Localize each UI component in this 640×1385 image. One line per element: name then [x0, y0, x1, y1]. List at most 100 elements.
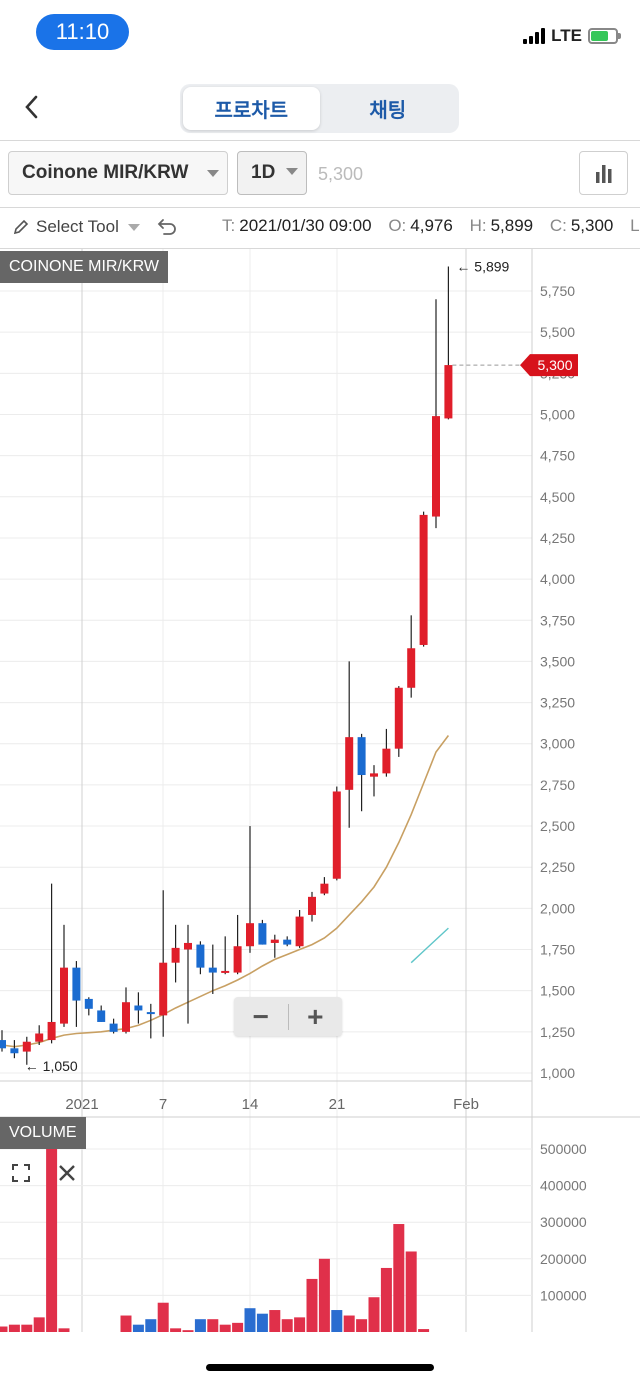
- candle-body: [246, 923, 254, 947]
- caret-down-icon: [127, 223, 140, 231]
- volume-bar: [256, 1313, 268, 1332]
- volume-tick-label: 500000: [540, 1141, 587, 1157]
- divider: [0, 248, 640, 249]
- candle-body: [134, 1005, 143, 1011]
- y-tick-label: 1,750: [540, 942, 575, 958]
- home-indicator: [206, 1364, 434, 1371]
- y-tick-label: 1,500: [540, 983, 575, 999]
- volume-tick-label: 200000: [540, 1251, 587, 1267]
- price-chart[interactable]: 1,000 1,250 1,500 1,750 2,000 2,250 2,500 2,750…: [0, 249, 640, 1332]
- x-tick-label: 21: [329, 1096, 346, 1113]
- ohlc-high: 5,899: [490, 216, 534, 235]
- volume-bar: [170, 1328, 182, 1332]
- zoom-out-button[interactable]: −: [252, 1001, 269, 1032]
- candle-body: [10, 1048, 19, 1054]
- volume-bar: [356, 1319, 368, 1332]
- volume-tick-label: 100000: [540, 1287, 587, 1303]
- symbol-label: Coinone MIR/KRW: [22, 162, 189, 183]
- volume-bar: [207, 1319, 219, 1332]
- price-input[interactable]: 5,300: [318, 164, 364, 184]
- volume-bar: [145, 1319, 157, 1332]
- y-tick-label: 4,500: [540, 489, 575, 505]
- candle-body: [109, 1023, 118, 1032]
- y-tick-label: 1,000: [540, 1065, 575, 1081]
- candle-body: [196, 944, 205, 968]
- volume-bar: [21, 1324, 33, 1332]
- volume-bar: [368, 1297, 380, 1332]
- candle-body: [0, 1040, 6, 1049]
- x-tick-label: Feb: [453, 1096, 479, 1113]
- status-indicators: LTE: [523, 26, 621, 46]
- candle-body: [159, 962, 168, 1016]
- undo-button[interactable]: [156, 217, 178, 242]
- signal-icon: [523, 28, 546, 44]
- close-panel-button[interactable]: [56, 1162, 78, 1189]
- high-marker-label: ← 5,899: [456, 258, 509, 274]
- volume-panel-label: VOLUME: [0, 1117, 86, 1149]
- volume-bar: [331, 1310, 343, 1332]
- candle-body: [382, 748, 391, 774]
- ohlc-close: 5,300: [570, 216, 614, 235]
- candle-body: [394, 687, 403, 749]
- network-type: LTE: [551, 26, 582, 45]
- select-tool-label: Select Tool: [36, 217, 119, 236]
- candle-body: [258, 923, 267, 945]
- volume-bar: [182, 1330, 194, 1332]
- chart-type-button[interactable]: [579, 151, 628, 195]
- caret-down-icon: [207, 170, 219, 177]
- interval-select[interactable]: 1D: [237, 151, 307, 195]
- tab-pro-chart[interactable]: 프로차트: [183, 87, 320, 130]
- bar-chart-icon: [596, 165, 612, 183]
- candle-body: [370, 773, 378, 777]
- candle-body: [171, 947, 180, 963]
- candle-body: [320, 883, 329, 894]
- volume-tick-label: 400000: [540, 1178, 587, 1194]
- volume-bar: [306, 1278, 318, 1332]
- candle-body: [184, 942, 192, 950]
- close-icon: [59, 1165, 75, 1181]
- candle-body: [283, 939, 292, 945]
- candle-body: [332, 791, 341, 879]
- select-tool-button[interactable]: Select Tool: [12, 217, 140, 237]
- symbol-select[interactable]: Coinone MIR/KRW: [8, 151, 228, 195]
- candle-body: [122, 1002, 130, 1032]
- y-tick-label: 4,250: [540, 530, 575, 546]
- caret-down-icon: [286, 168, 298, 175]
- price-panel-label: COINONE MIR/KRW: [0, 251, 168, 283]
- volume-bar: [58, 1328, 70, 1332]
- current-price-label: 5,300: [537, 357, 572, 373]
- x-tick-label: 14: [242, 1096, 259, 1113]
- candle-body: [295, 916, 304, 947]
- expand-button[interactable]: [10, 1162, 32, 1189]
- zoom-in-button[interactable]: +: [307, 1001, 324, 1032]
- ohlc-readout: T: 2021/01/30 09:00 O: 4,976 H: 5,899 C: 5,3…: [222, 216, 640, 235]
- candle-body: [72, 967, 81, 1001]
- candle-body: [60, 967, 68, 1024]
- volume-bar: [157, 1302, 169, 1332]
- volume-bar: [194, 1319, 206, 1332]
- tab-chat[interactable]: 채팅: [369, 100, 407, 122]
- volume-bar: [294, 1317, 306, 1332]
- pencil-icon: [13, 219, 29, 235]
- candle-body: [47, 1021, 56, 1041]
- volume-bar: [8, 1324, 20, 1332]
- divider: [0, 140, 640, 141]
- volume-bar: [219, 1324, 231, 1332]
- volume-bar: [132, 1324, 144, 1332]
- candle-body: [84, 998, 93, 1009]
- back-button[interactable]: [22, 92, 52, 122]
- chevron-left-icon: [25, 95, 38, 119]
- y-tick-label: 5,500: [540, 324, 575, 340]
- candle-body: [221, 970, 230, 973]
- volume-tick-label: 300000: [540, 1214, 587, 1230]
- volume-bar: [281, 1319, 293, 1332]
- y-tick-label: 2,500: [540, 818, 575, 834]
- view-segmented-control[interactable]: 프로차트 채팅: [180, 84, 459, 133]
- volume-bar: [405, 1251, 417, 1332]
- volume-bar: [33, 1317, 45, 1332]
- zoom-control: − +: [234, 997, 342, 1036]
- volume-bar: [0, 1326, 8, 1332]
- candle-body: [308, 896, 316, 915]
- x-tick-label: 7: [159, 1096, 167, 1113]
- candle-body: [345, 737, 354, 790]
